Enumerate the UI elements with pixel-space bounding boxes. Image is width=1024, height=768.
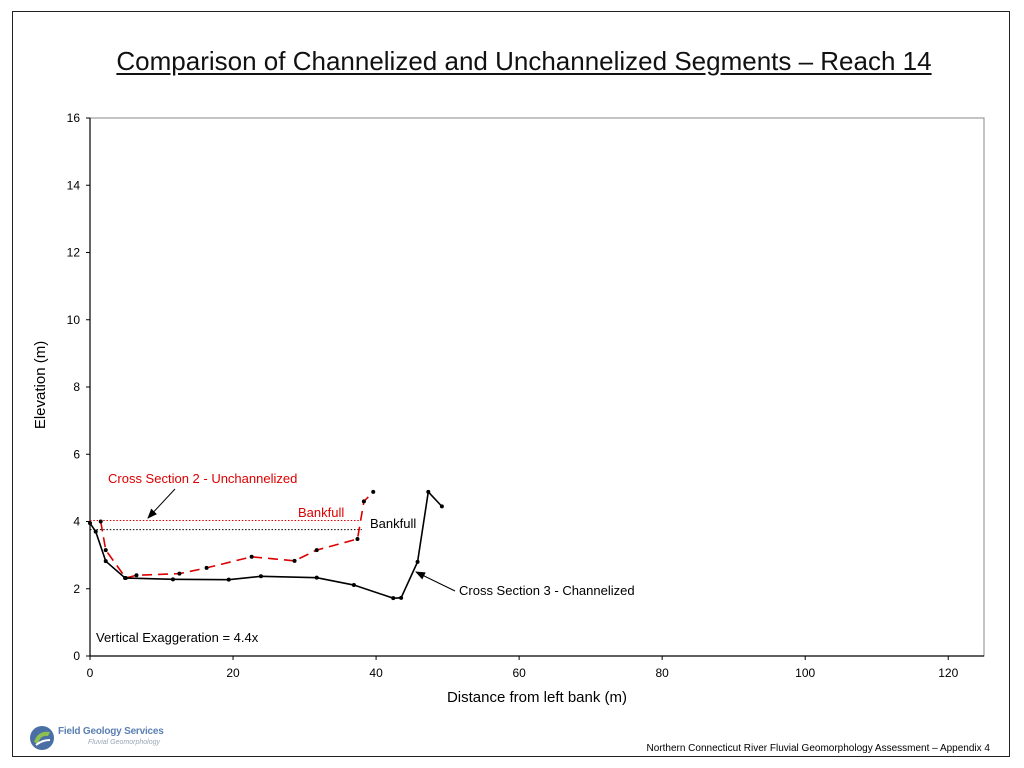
series	[88, 489, 444, 601]
logo-name: Field Geology Services	[58, 726, 164, 737]
field-geology-logo: Field Geology Services Fluvial Geomorpho…	[28, 724, 188, 754]
data-point	[88, 521, 92, 526]
bankfull-label-unchannelized: Bankfull	[298, 505, 344, 520]
y-tick-label: 12	[67, 246, 81, 260]
footer-text: Northern Connecticut River Fluvial Geomo…	[646, 743, 990, 754]
data-point	[170, 577, 175, 582]
data-point	[391, 596, 396, 601]
data-point	[93, 529, 98, 534]
vertical-exaggeration-note: Vertical Exaggeration = 4.4x	[96, 630, 259, 645]
x-tick-label: 20	[226, 666, 240, 680]
data-point	[134, 573, 139, 578]
series-line	[89, 490, 443, 599]
data-point	[415, 559, 420, 564]
data-point	[361, 499, 366, 504]
y-tick-label: 16	[67, 111, 81, 125]
channelized-label: Cross Section 3 - Channelized	[459, 583, 635, 598]
y-tick-label: 0	[73, 649, 80, 663]
data-point	[103, 559, 108, 564]
bankfull-label-channelized: Bankfull	[370, 516, 416, 531]
data-point	[103, 548, 108, 553]
data-point	[204, 565, 209, 570]
x-tick-label: 80	[655, 666, 669, 680]
data-point	[226, 577, 231, 582]
y-tick-label: 10	[67, 313, 81, 327]
x-tick-label: 120	[938, 666, 958, 680]
data-point	[249, 554, 254, 559]
logo-subtitle: Fluvial Geomorphology	[88, 739, 160, 746]
y-tick-label: 2	[73, 582, 80, 596]
x-tick-label: 0	[87, 666, 94, 680]
y-axis-title: Elevation (m)	[32, 341, 49, 429]
slide-title: Comparison of Channelized and Unchanneli…	[116, 46, 932, 76]
data-point	[98, 519, 103, 524]
unchannelized-arrow	[147, 488, 176, 519]
data-point	[314, 548, 319, 553]
data-point	[258, 574, 263, 579]
bankfull-lines	[90, 519, 362, 531]
x-tick-label: 40	[369, 666, 383, 680]
axes	[89, 117, 985, 657]
unchannelized-label: Cross Section 2 - Unchannelized	[108, 471, 297, 486]
slide-frame	[12, 11, 1010, 757]
data-point	[177, 571, 182, 576]
data-point	[292, 558, 297, 563]
annotations: Cross Section 2 - Unchannelized Bankfull…	[96, 471, 635, 645]
x-tick-label: 60	[512, 666, 526, 680]
logo-mark-icon	[30, 726, 54, 750]
data-point	[439, 504, 444, 509]
data-point	[426, 489, 431, 494]
y-tick-label: 14	[67, 178, 81, 192]
data-point	[123, 575, 128, 580]
channelized-arrow	[415, 571, 456, 592]
x-axis-title: Distance from left bank (m)	[447, 689, 627, 706]
y-tick-label: 8	[73, 380, 80, 394]
y-tick-label: 4	[73, 515, 80, 529]
x-tick-label: 100	[795, 666, 815, 680]
data-point	[399, 595, 404, 600]
plot-area	[89, 117, 985, 657]
data-point	[355, 536, 360, 541]
data-point	[351, 583, 356, 588]
ticks: 0 2 4 6 8 10 12 14 16 0 20 40 60 80 100 120	[67, 111, 959, 680]
series-line	[99, 491, 374, 579]
data-point	[371, 489, 376, 494]
data-point	[314, 575, 319, 580]
y-tick-label: 6	[73, 447, 80, 461]
